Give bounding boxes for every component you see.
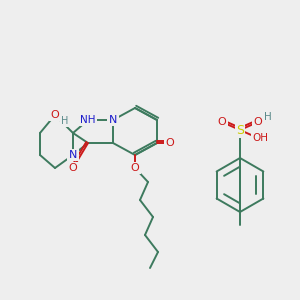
Text: H: H: [264, 112, 272, 122]
Text: N: N: [109, 115, 117, 125]
Text: O: O: [69, 163, 77, 173]
Text: O: O: [254, 117, 262, 127]
Text: O: O: [130, 163, 140, 173]
Text: H: H: [61, 116, 69, 126]
Text: S: S: [236, 124, 244, 136]
Text: NH: NH: [80, 115, 96, 125]
Text: O: O: [166, 138, 174, 148]
Text: N: N: [69, 150, 77, 160]
Text: O: O: [218, 117, 226, 127]
Text: OH: OH: [252, 133, 268, 143]
Text: O: O: [51, 110, 59, 120]
